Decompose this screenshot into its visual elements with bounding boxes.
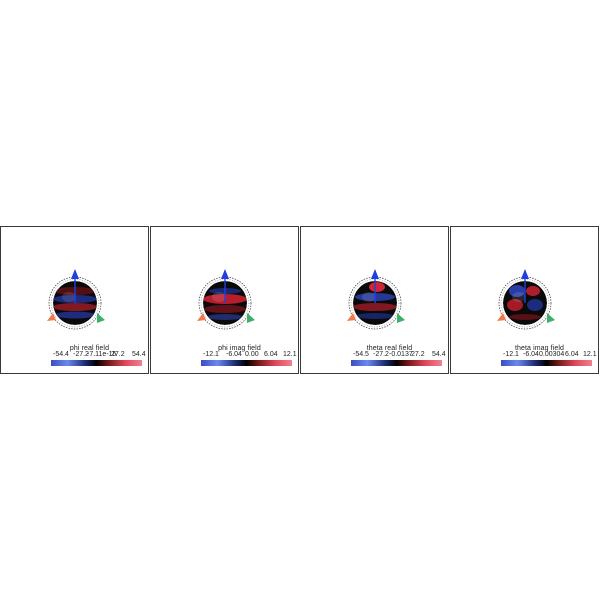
- tick-label: 27.2: [111, 351, 125, 358]
- z-axis-arrow-icon: [521, 269, 529, 279]
- tick-label: -0.0137: [389, 351, 413, 358]
- tick-label: 0.00: [245, 351, 259, 358]
- tick-label: 54.4: [432, 351, 446, 358]
- z-axis-arrow-icon: [71, 269, 79, 279]
- colorbar-title: theta imag field: [514, 345, 565, 352]
- tick-label: 6.04: [565, 351, 579, 358]
- colorbar: [501, 360, 592, 366]
- colorbar-title: phi imag field: [218, 345, 261, 352]
- tick-label: -12.1: [203, 351, 219, 358]
- tick-label: -12.1: [503, 351, 519, 358]
- x-axis-arrow-icon: [47, 313, 56, 321]
- render-panel-phi-imag[interactable]: phi imag field -12.1 -6.04 0.00 6.04 12.…: [150, 226, 299, 374]
- colorbar: [351, 360, 442, 366]
- tick-label: 0.00304: [539, 351, 565, 358]
- colorbar: [51, 360, 142, 366]
- tick-label: -7.11e-15: [87, 351, 117, 358]
- tick-label: -54.5: [353, 351, 369, 358]
- y-axis-arrow-icon: [547, 313, 555, 323]
- mesh-ring-inner: [500, 278, 550, 328]
- y-axis-arrow-icon: [247, 313, 255, 323]
- y-axis-arrow-icon: [97, 313, 105, 323]
- x-axis-arrow-icon: [347, 313, 356, 321]
- sphere-render: [497, 269, 555, 330]
- tick-label: 12.1: [583, 351, 597, 358]
- render-panel-phi-real[interactable]: phi real field -54.4 -27.2 -7.11e-15 27.…: [0, 226, 149, 374]
- y-axis-arrow-icon: [397, 313, 405, 323]
- mesh-ring-inner: [350, 278, 400, 328]
- colorbar: [201, 360, 292, 366]
- z-axis-arrow-icon: [371, 269, 379, 279]
- viewport-strip: phi real field -54.4 -27.2 -7.11e-15 27.…: [0, 226, 600, 376]
- mesh-ring-inner: [200, 278, 250, 328]
- render-panel-theta-imag[interactable]: theta imag field -12.1 -6.04 0.00304 6.0…: [450, 226, 599, 374]
- colorbar-title: theta real field: [366, 345, 413, 352]
- tick-label: -27.2: [73, 351, 89, 358]
- colorbar-title: phi real field: [69, 345, 110, 352]
- x-axis-arrow-icon: [197, 313, 206, 321]
- sphere-render: [197, 269, 255, 330]
- render-panel-theta-real[interactable]: theta real field -54.5 -27.2 -0.0137 27.…: [300, 226, 449, 374]
- tick-label: 12.1: [283, 351, 297, 358]
- tick-label: -54.4: [53, 351, 69, 358]
- x-axis-arrow-icon: [497, 313, 506, 321]
- tick-label: 6.04: [264, 351, 278, 358]
- z-axis-arrow-icon: [221, 269, 229, 279]
- tick-label: 54.4: [132, 351, 146, 358]
- tick-label: -27.2: [373, 351, 389, 358]
- tick-label: -6.04: [523, 351, 539, 358]
- sphere-render: [47, 269, 105, 330]
- mesh-ring-inner: [50, 278, 100, 328]
- sphere-render: [347, 269, 405, 330]
- tick-label: -6.04: [226, 351, 242, 358]
- tick-label: 27.2: [411, 351, 425, 358]
